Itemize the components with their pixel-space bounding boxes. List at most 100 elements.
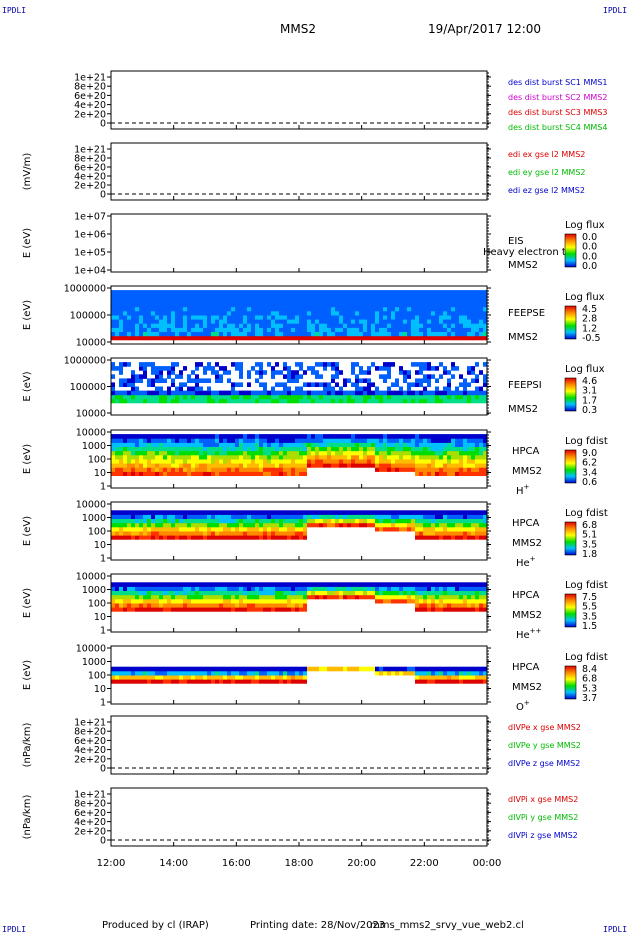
spectrogram-cell bbox=[287, 518, 291, 524]
spectrogram-cell bbox=[255, 335, 259, 341]
spectrogram-cell bbox=[191, 454, 195, 460]
spectrogram-cell bbox=[447, 454, 451, 460]
spectrogram-cell bbox=[403, 586, 407, 591]
spectrogram-cell bbox=[179, 531, 183, 536]
spectrogram-cell bbox=[379, 586, 383, 591]
spectrogram-cell bbox=[275, 394, 279, 400]
spectrogram-cell bbox=[199, 535, 203, 540]
spectrogram-cell bbox=[127, 675, 131, 680]
spectrogram-cell bbox=[151, 398, 155, 404]
spectrogram-cell bbox=[463, 319, 467, 324]
spectrogram-cell bbox=[187, 434, 191, 439]
spectrogram-cell bbox=[471, 459, 475, 464]
spectrogram-cell bbox=[387, 370, 391, 375]
spectrogram-cell bbox=[263, 675, 267, 680]
spectrogram-cell bbox=[235, 290, 239, 295]
spectrogram-cell bbox=[363, 370, 367, 375]
spectrogram-cell bbox=[239, 510, 243, 515]
spectrogram-cell bbox=[463, 586, 467, 591]
spectrogram-cell bbox=[271, 290, 275, 295]
spectrogram-cell bbox=[327, 294, 331, 299]
spectrogram-cell bbox=[451, 467, 455, 472]
spectrogram-cell bbox=[447, 327, 451, 332]
spectrogram-cell bbox=[439, 471, 443, 476]
spectrogram-cell bbox=[159, 590, 163, 596]
spectrogram-cell bbox=[199, 331, 203, 337]
spectrogram-cell bbox=[479, 607, 483, 612]
spectrogram-cell bbox=[239, 675, 243, 680]
spectrogram-cell bbox=[151, 450, 155, 456]
spectrogram-cell bbox=[383, 459, 387, 464]
spectrogram-cell bbox=[183, 670, 187, 676]
spectrogram-cell bbox=[283, 450, 287, 456]
colorbar bbox=[564, 521, 577, 556]
spectrogram-cell bbox=[115, 603, 119, 608]
spectrogram-cell bbox=[143, 438, 147, 443]
spectrogram-cell bbox=[431, 590, 435, 596]
spectrogram-cell bbox=[479, 463, 483, 468]
spectrogram-cell bbox=[299, 531, 303, 536]
spectrogram-cell bbox=[367, 454, 371, 460]
species-label: He+ bbox=[516, 555, 536, 569]
spectrogram-cell bbox=[399, 454, 403, 460]
spectrogram-cell bbox=[191, 446, 195, 452]
spectrogram-cell bbox=[271, 454, 275, 460]
spectrogram-cell bbox=[247, 319, 251, 324]
spectrogram-cell bbox=[459, 327, 463, 332]
spectrogram-cell bbox=[427, 603, 431, 608]
spectrogram-cell bbox=[231, 510, 235, 515]
spectrogram-cell bbox=[259, 514, 263, 519]
spectrogram-cell bbox=[463, 526, 467, 532]
spectrogram-cell bbox=[367, 510, 371, 515]
spectrogram-cell bbox=[299, 319, 303, 324]
spectrogram-cell bbox=[203, 378, 207, 383]
spectrogram-cell bbox=[223, 670, 227, 676]
spectrogram-cell bbox=[327, 398, 331, 404]
spectrogram-cell bbox=[451, 319, 455, 324]
spectrogram-cell bbox=[375, 302, 379, 308]
spectrogram-cell bbox=[399, 442, 403, 447]
spectrogram-cell bbox=[463, 670, 467, 676]
spectrogram-cell bbox=[171, 535, 175, 540]
spectrogram-cell bbox=[295, 670, 299, 676]
spectrogram-cell bbox=[347, 398, 351, 404]
spectrogram-cell bbox=[315, 394, 319, 400]
spectrogram-cell bbox=[119, 298, 123, 303]
spectrogram-cell bbox=[179, 294, 183, 299]
spectrogram-cell bbox=[419, 450, 423, 456]
spectrogram-cell bbox=[227, 438, 231, 443]
spectrogram-cell bbox=[383, 518, 387, 524]
spectrogram-cell bbox=[339, 522, 343, 528]
spectrogram-cell bbox=[427, 382, 431, 387]
corner-label-top-left: IPDLI bbox=[2, 6, 27, 15]
spectrogram-cell bbox=[223, 535, 227, 540]
spectrogram-cell bbox=[119, 315, 123, 320]
spectrogram-cell bbox=[279, 323, 283, 328]
spectrogram-cell bbox=[259, 446, 263, 452]
spectrogram-cell bbox=[371, 290, 375, 295]
spectrogram-cell bbox=[227, 463, 231, 468]
y-tick-label: 0 bbox=[100, 119, 106, 130]
spectrogram-cell bbox=[411, 598, 415, 604]
spectrogram-cell bbox=[323, 390, 327, 396]
spectrogram-cell bbox=[175, 518, 179, 524]
spectrogram-cell bbox=[379, 450, 383, 456]
spectrogram-cell bbox=[299, 607, 303, 612]
spectrogram-cell bbox=[271, 535, 275, 540]
spectrogram-cell bbox=[287, 298, 291, 303]
spectrogram-cell bbox=[215, 446, 219, 452]
spectrogram-cell bbox=[187, 335, 191, 341]
spectrogram-cell bbox=[207, 434, 211, 439]
spectrogram-cell bbox=[399, 522, 403, 528]
spectrogram-cell bbox=[327, 590, 331, 596]
spectrogram-cell bbox=[431, 535, 435, 540]
spectrogram-cell bbox=[203, 675, 207, 680]
spectrogram-cell bbox=[183, 586, 187, 591]
spectrogram-cell bbox=[475, 603, 479, 608]
spectrogram-cell bbox=[147, 598, 151, 604]
spectrogram-cell bbox=[167, 290, 171, 295]
spectrogram-cell bbox=[115, 306, 119, 312]
spectrogram-cell bbox=[183, 434, 187, 439]
spectrogram-cell bbox=[359, 294, 363, 299]
spectrogram-cell bbox=[131, 319, 135, 324]
